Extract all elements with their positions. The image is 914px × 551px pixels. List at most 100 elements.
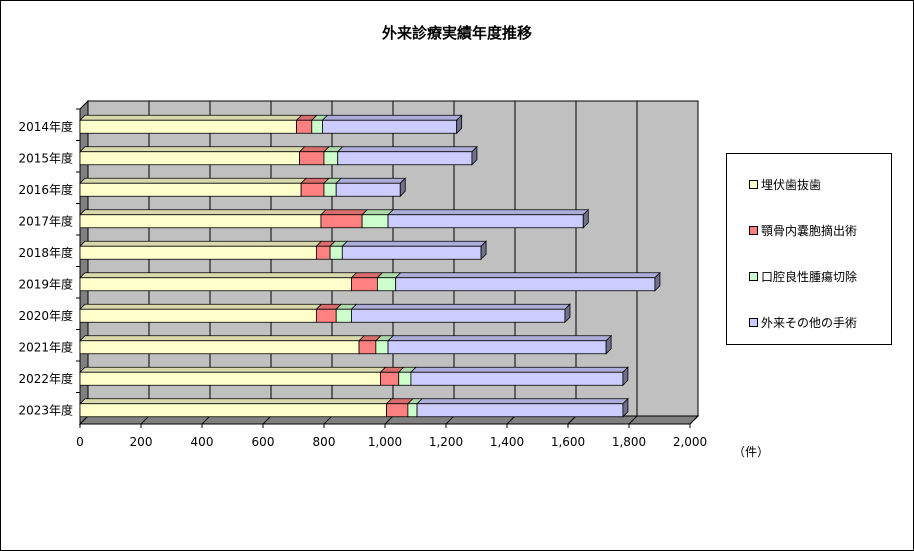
- bar-side-face: [654, 271, 661, 292]
- bar-segment: [337, 151, 473, 166]
- chart-title: 外来診療実績年度推移: [381, 24, 532, 42]
- bar-side-face: [564, 303, 571, 324]
- bar-top-face: [336, 146, 478, 153]
- legend-label-2: 口腔良性腫瘍切除: [761, 270, 858, 284]
- floor-gridline: [445, 415, 455, 425]
- legend-item-2: 口腔良性腫瘍切除: [749, 268, 857, 285]
- y-category-label: 2022年度: [18, 371, 73, 386]
- x-axis-unit-label: （件）: [733, 445, 770, 459]
- bar-side-face: [480, 240, 487, 261]
- bar-segment: [380, 371, 400, 386]
- bar-top-face: [350, 303, 571, 310]
- legend-label-3: 外来その他の手術: [761, 316, 858, 330]
- bar-segment: [300, 182, 325, 197]
- x-tick-label: 1,800: [612, 435, 646, 449]
- bar-segment: [351, 308, 566, 323]
- bar-segment: [387, 214, 584, 229]
- floor-gridline: [567, 415, 577, 425]
- floor-gridline: [628, 415, 638, 425]
- x-tick-label: 0: [76, 435, 84, 449]
- legend-label-0: 埋伏歯抜歯: [761, 178, 822, 192]
- bar-top-face: [416, 398, 629, 405]
- bar-top-face: [319, 209, 369, 216]
- y-category-label: 2017年度: [18, 213, 73, 228]
- legend-item-3: 外来その他の手術: [749, 314, 857, 331]
- floor-gridline: [201, 415, 211, 425]
- x-tick-label: 800: [313, 435, 336, 449]
- bar-segment: [79, 214, 322, 229]
- bar-side-face: [471, 145, 478, 166]
- legend-swatch-0: [749, 180, 758, 189]
- bar-top-face: [79, 366, 387, 373]
- y-category-label: 2014年度: [18, 119, 73, 134]
- bar-top-face: [409, 366, 629, 373]
- y-category-label: 2023年度: [18, 402, 73, 417]
- legend-swatch-1: [749, 226, 758, 235]
- bar-top-face: [79, 240, 323, 247]
- bar-segment: [79, 277, 352, 292]
- bar-segment: [358, 340, 377, 355]
- y-category-label: 2021年度: [18, 339, 73, 354]
- bar-top-face: [335, 177, 407, 184]
- x-tick-label: 400: [191, 435, 214, 449]
- bar-segment: [79, 182, 302, 197]
- bar-segment: [79, 371, 381, 386]
- bar-segment: [322, 119, 458, 134]
- y-category-label: 2019年度: [18, 276, 73, 291]
- bar-segment: [387, 340, 607, 355]
- bar-side-face: [456, 114, 463, 135]
- y-category-label: 2015年度: [18, 150, 73, 165]
- floor-gridline: [689, 415, 699, 425]
- bar-top-face: [79, 335, 366, 342]
- bar-top-face: [79, 209, 327, 216]
- bar-segment: [335, 182, 401, 197]
- bar-top-face: [79, 114, 303, 121]
- floor-gridline: [262, 415, 272, 425]
- legend-item-0: 埋伏歯抜歯: [749, 176, 821, 193]
- bar-top-face: [341, 240, 488, 247]
- bar-side-face: [622, 366, 629, 387]
- bar-segment: [311, 119, 323, 134]
- bar-segment: [315, 245, 331, 260]
- bar-segment: [79, 308, 317, 323]
- bar-side-face: [582, 208, 589, 229]
- bar-segment: [351, 277, 378, 292]
- bar-top-face: [79, 146, 306, 153]
- bar-segment: [79, 340, 360, 355]
- bar-segment: [375, 340, 389, 355]
- x-tick-label: 1,000: [368, 435, 402, 449]
- bar-side-face: [622, 397, 629, 418]
- floor-gridline: [323, 415, 333, 425]
- legend-swatch-2: [749, 272, 758, 281]
- bar-segment: [299, 151, 325, 166]
- bar-segment: [79, 403, 387, 418]
- bar-segment: [320, 214, 363, 229]
- y-category-label: 2018年度: [18, 245, 73, 260]
- bar-segment: [361, 214, 389, 229]
- bar-segment: [410, 371, 624, 386]
- bar-side-face: [399, 177, 406, 198]
- legend-swatch-3: [749, 318, 758, 327]
- bar-segment: [335, 308, 352, 323]
- bar-segment: [79, 119, 297, 134]
- bar-segment: [315, 308, 337, 323]
- bar-segment: [416, 403, 624, 418]
- bar-top-face: [387, 209, 590, 216]
- bar-segment: [341, 245, 482, 260]
- bar-segment: [329, 245, 343, 260]
- floor-gridline: [506, 415, 516, 425]
- bar-top-face: [387, 335, 613, 342]
- floor-gridline: [384, 415, 394, 425]
- x-tick-label: 600: [252, 435, 275, 449]
- bar-top-face: [321, 114, 463, 121]
- bar-segment: [407, 403, 418, 418]
- chart-legend: 埋伏歯抜歯 顎骨内嚢胞摘出術 口腔良性腫瘍切除 外来その他の手術: [726, 153, 892, 345]
- x-tick-label: 1,200: [429, 435, 463, 449]
- bar-top-face: [79, 272, 358, 279]
- floor-gridline: [140, 415, 150, 425]
- bar-segment: [376, 277, 397, 292]
- x-tick-label: 1,400: [490, 435, 524, 449]
- legend-item-1: 顎骨内嚢胞摘出術: [749, 222, 857, 239]
- legend-label-1: 顎骨内嚢胞摘出術: [761, 224, 858, 238]
